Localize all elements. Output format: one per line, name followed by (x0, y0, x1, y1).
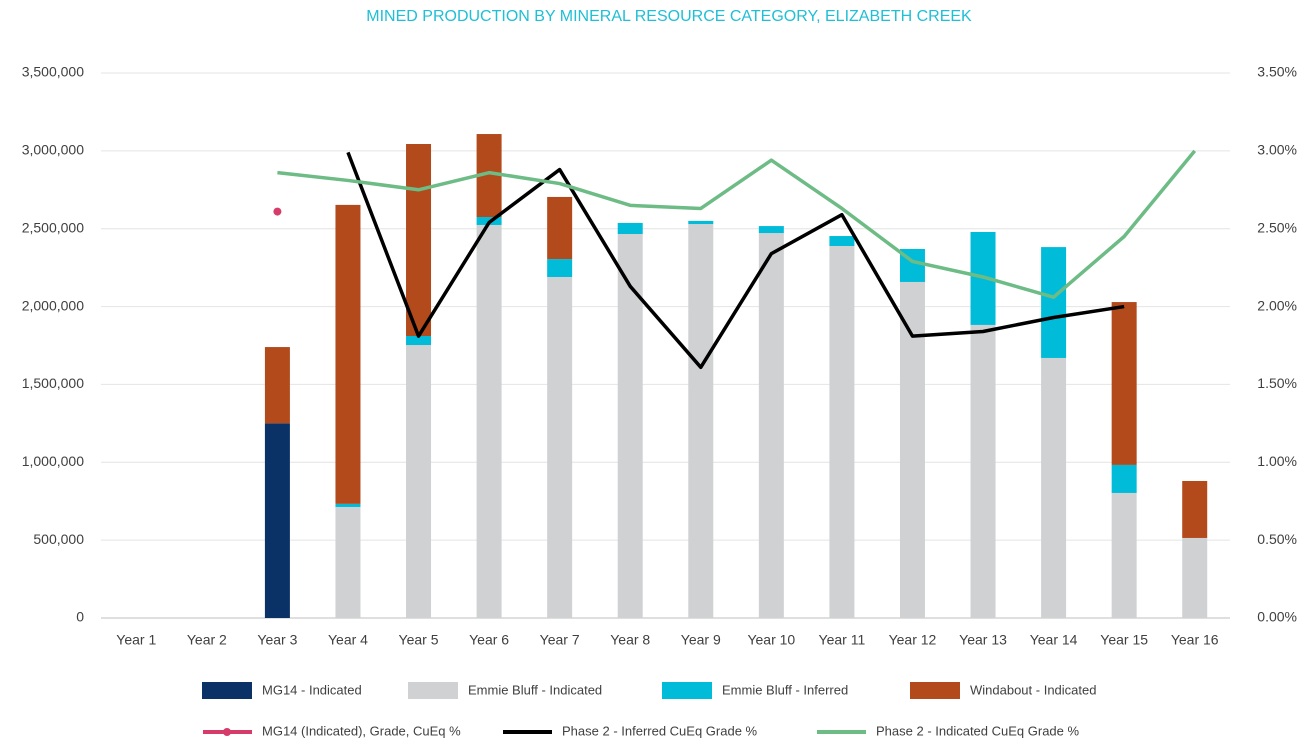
line-marker (273, 207, 282, 216)
bar-segment (264, 423, 290, 618)
x-tick-label: Year 11 (819, 632, 866, 648)
x-tick-label: Year 2 (187, 632, 227, 648)
legend-swatch (408, 682, 458, 699)
legend-swatch (910, 682, 960, 699)
y2-tick-label: 2.00% (1257, 297, 1297, 313)
x-tick-label: Year 15 (1100, 632, 1148, 648)
bar-segment (970, 324, 996, 618)
bar-segment (899, 281, 925, 618)
bar-segment (547, 276, 573, 618)
x-tick-label: Year 10 (747, 632, 795, 648)
bar-segment (264, 347, 290, 424)
legend-label: MG14 - Indicated (262, 682, 362, 697)
x-tick-label: Year 3 (257, 632, 297, 648)
y-tick-label: 500,000 (33, 531, 84, 547)
x-tick-label: Year 1 (116, 632, 156, 648)
x-tick-label: Year 14 (1030, 632, 1078, 648)
bar-segment (1111, 302, 1137, 465)
bar-segment (406, 144, 432, 337)
legend-label: Windabout - Indicated (970, 682, 1096, 697)
bar-segment (617, 222, 643, 235)
legend-swatch (202, 682, 252, 699)
y2-tick-label: 0.00% (1257, 609, 1297, 625)
y-tick-label: 3,500,000 (22, 64, 84, 80)
legend-label: Phase 2 - Indicated CuEq Grade % (876, 723, 1080, 738)
x-tick-label: Year 13 (959, 632, 1007, 648)
bar-segment (547, 196, 573, 260)
bar-segment (335, 506, 361, 618)
y-tick-label: 2,500,000 (22, 219, 84, 235)
line (346, 151, 1125, 370)
bar-segment (688, 220, 714, 225)
bar-segment (1041, 357, 1067, 618)
bar-segment (335, 503, 361, 507)
y2-tick-label: 3.00% (1257, 142, 1297, 158)
legend-swatch (662, 682, 712, 699)
x-tick-label: Year 4 (328, 632, 368, 648)
bar-segment (547, 259, 573, 277)
bar-segment (1111, 464, 1137, 493)
bar-segment (1182, 480, 1208, 538)
bar-segment (829, 245, 855, 618)
legend-marker (223, 728, 231, 736)
y-tick-label: 2,000,000 (22, 297, 84, 313)
bar-segment (476, 224, 502, 618)
bar-segment (829, 236, 855, 246)
legend-label: Phase 2 - Inferred CuEq Grade % (562, 723, 758, 738)
bar-segment (1041, 247, 1067, 358)
y-tick-label: 3,000,000 (22, 142, 84, 158)
x-tick-label: Year 12 (889, 632, 937, 648)
bar-segment (1111, 492, 1137, 618)
y2-tick-label: 2.50% (1257, 219, 1297, 235)
y-tick-label: 0 (76, 609, 84, 625)
bar-segment (617, 234, 643, 618)
x-tick-label: Year 6 (469, 632, 509, 648)
y2-tick-label: 3.50% (1257, 64, 1297, 80)
legend-label: Emmie Bluff - Inferred (722, 682, 848, 697)
bar-segment (406, 336, 432, 346)
chart-title: MINED PRODUCTION BY MINERAL RESOURCE CAT… (366, 8, 972, 25)
bar-segment (758, 233, 784, 618)
y2-tick-label: 0.50% (1257, 531, 1297, 547)
x-tick-label: Year 7 (540, 632, 580, 648)
legend-label: MG14 (Indicated), Grade, CuEq % (262, 723, 461, 738)
bar-segment (1182, 537, 1208, 618)
legend-label: Emmie Bluff - Indicated (468, 682, 602, 697)
line (277, 149, 1197, 299)
y2-tick-label: 1.50% (1257, 375, 1297, 391)
y-tick-label: 1,500,000 (22, 375, 84, 391)
bar-segment (406, 345, 432, 618)
x-tick-label: Year 16 (1171, 632, 1219, 648)
x-tick-label: Year 5 (399, 632, 439, 648)
x-tick-label: Year 9 (681, 632, 721, 648)
x-tick-label: Year 8 (610, 632, 650, 648)
y2-tick-label: 1.00% (1257, 453, 1297, 469)
bar-segment (758, 226, 784, 234)
y-tick-label: 1,000,000 (22, 453, 84, 469)
bar-segment (335, 204, 361, 504)
bar-segment (688, 224, 714, 619)
